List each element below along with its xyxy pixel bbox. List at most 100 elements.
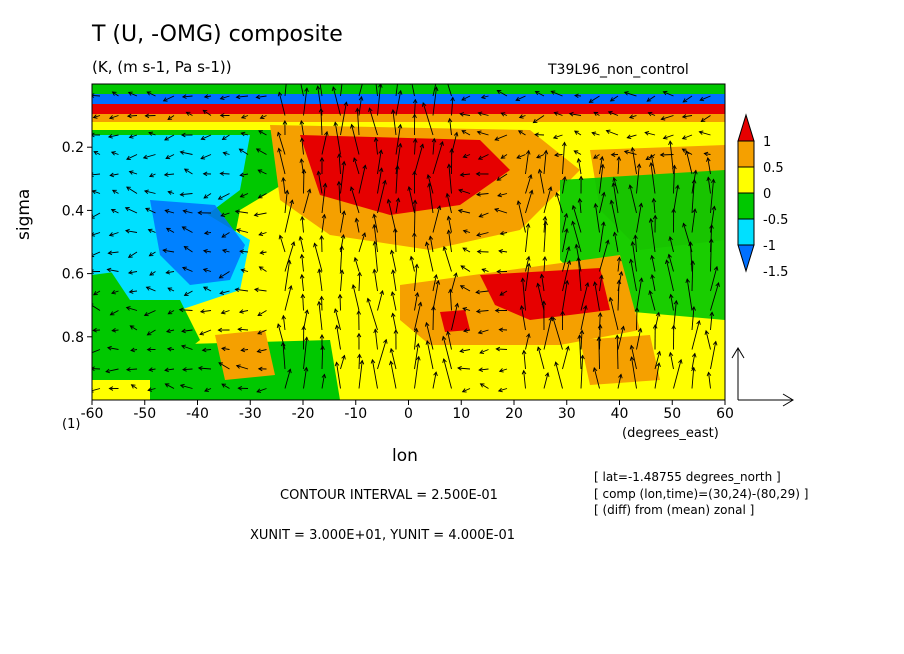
- vector-arrow: [394, 228, 397, 253]
- vector-arrow: [691, 367, 695, 389]
- vector-arrow-head: [588, 98, 594, 103]
- vector-arrow-head: [336, 180, 342, 186]
- vector-arrow: [650, 154, 656, 175]
- vector-arrow: [673, 185, 679, 214]
- vector-arrow-head: [181, 328, 186, 334]
- vector-arrow: [317, 171, 323, 194]
- vector-arrow-head: [612, 231, 618, 237]
- vector-arrow: [303, 367, 307, 389]
- colorbar-segment: [737, 218, 755, 246]
- vector-arrow-head: [284, 189, 290, 195]
- vector-arrow-head: [574, 243, 580, 249]
- vector-arrow: [239, 310, 249, 313]
- vector-arrow: [432, 138, 435, 155]
- vector-arrow: [219, 290, 230, 294]
- vector-arrow-head: [290, 241, 296, 247]
- vector-arrow-head: [237, 327, 242, 332]
- vector-arrow: [126, 186, 138, 194]
- vector-arrow: [636, 328, 642, 350]
- vector-arrow: [432, 205, 441, 233]
- vector-arrow-head: [499, 230, 505, 236]
- vector-arrow-head: [655, 311, 661, 317]
- vector-arrow: [708, 372, 711, 389]
- vector-arrow: [278, 148, 286, 175]
- vector-arrow-head: [358, 95, 364, 101]
- vector-arrow: [254, 212, 267, 216]
- vector-arrow-head: [412, 138, 418, 143]
- vector-arrow: [204, 232, 212, 234]
- vector-arrow: [593, 154, 600, 159]
- vector-arrow: [256, 388, 267, 393]
- vector-arrow-head: [461, 96, 467, 101]
- vector-arrow: [610, 200, 619, 233]
- vector-arrow: [460, 265, 471, 272]
- vector-arrow-head: [277, 147, 282, 153]
- vector-arrow: [284, 260, 291, 292]
- vector-arrow-head: [479, 349, 485, 354]
- vector-arrow: [201, 134, 212, 140]
- vector-arrow-head: [222, 151, 228, 156]
- vector-arrow: [130, 325, 138, 331]
- vector-arrow: [682, 134, 693, 140]
- vector-arrow: [303, 88, 308, 116]
- vector-arrow: [332, 86, 341, 116]
- vector-arrow-head: [128, 134, 134, 139]
- vector-arrow: [377, 84, 382, 116]
- vector-arrow-head: [162, 248, 168, 253]
- vector-arrow: [541, 274, 545, 292]
- vector-arrow: [669, 352, 674, 370]
- reference-vector-right-head: [782, 393, 794, 407]
- vector-arrow: [661, 115, 674, 120]
- vector-arrow: [593, 112, 600, 116]
- vector-arrow-head: [165, 328, 171, 334]
- vector-arrow-head: [610, 152, 616, 157]
- vector-arrow: [653, 198, 656, 214]
- vector-arrow-head: [257, 311, 263, 316]
- vector-arrow-head: [667, 253, 672, 259]
- vector-arrow-head: [164, 209, 170, 214]
- vector-arrow: [284, 190, 288, 214]
- vector-arrow-head: [564, 227, 569, 233]
- vector-arrow-head: [331, 86, 337, 92]
- vector-arrow: [241, 132, 249, 136]
- vector-arrow-head: [277, 91, 283, 97]
- vector-arrow: [543, 317, 552, 350]
- vector-arrow-head: [433, 371, 438, 377]
- vector-arrow: [562, 228, 568, 253]
- vector-arrow-head: [366, 297, 371, 303]
- vector-arrow-head: [397, 142, 403, 148]
- vector-arrow-head: [461, 388, 467, 393]
- vector-arrow: [220, 95, 230, 100]
- vector-arrow-head: [349, 186, 355, 192]
- vector-arrow-head: [571, 220, 576, 226]
- vector-arrow: [599, 240, 609, 272]
- vector-arrow: [93, 151, 101, 155]
- vector-arrow: [617, 280, 620, 311]
- vector-arrow-head: [457, 208, 463, 214]
- vector-arrow-head: [629, 344, 635, 350]
- vector-arrow-head: [165, 154, 171, 160]
- vector-arrow-head: [321, 373, 327, 379]
- vector-arrow-head: [636, 163, 642, 169]
- vector-arrow: [108, 134, 119, 138]
- y-tick-label: 0.4: [62, 203, 84, 219]
- vector-arrow-head: [560, 310, 565, 316]
- vector-arrow-head: [521, 369, 527, 375]
- vector-arrow: [497, 193, 508, 197]
- vector-arrow-head: [536, 154, 541, 159]
- vector-arrow-head: [218, 362, 224, 367]
- vector-arrow-head: [662, 135, 668, 140]
- vector-arrow-head: [317, 73, 321, 77]
- vector-arrow: [221, 232, 230, 238]
- vector-arrow: [432, 280, 439, 311]
- vector-arrow-head: [648, 217, 654, 223]
- vector-arrow: [318, 301, 323, 331]
- vector-arrow: [710, 312, 713, 331]
- vector-arrow: [476, 290, 489, 293]
- field-top-band-2: [92, 94, 725, 104]
- vector-arrow-head: [202, 248, 208, 254]
- vector-arrow-head: [629, 258, 634, 264]
- vector-arrow: [164, 134, 175, 141]
- vector-arrow-head: [564, 279, 570, 285]
- vector-arrow-head: [599, 274, 604, 280]
